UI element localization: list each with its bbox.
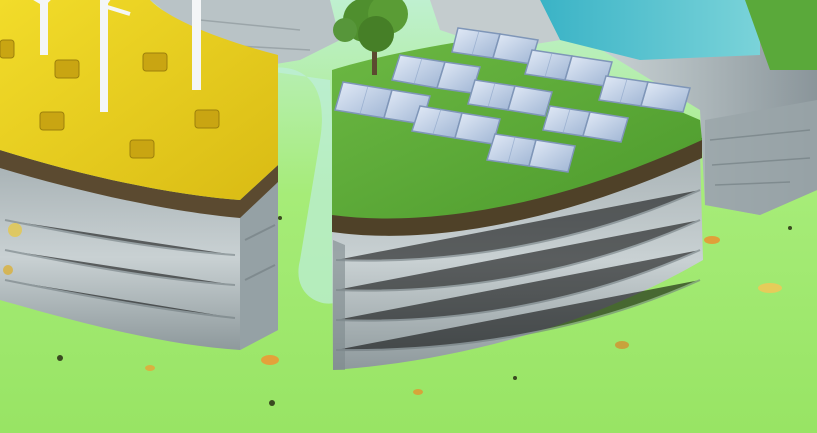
left-block-rapeseed-field: [0, 0, 278, 350]
wind-turbine-icon: [100, 0, 131, 112]
tree-icon: [333, 0, 408, 75]
wind-turbine-icon: [33, 0, 51, 55]
water-stream: [260, 67, 340, 304]
solar-panel-icon: [582, 111, 629, 143]
hay-bale-icon: [129, 139, 155, 159]
hay-bale-icon: [54, 59, 80, 79]
hay-bale-icon: [39, 111, 65, 131]
hay-bale-icon: [142, 52, 168, 72]
scattered-leaves: [57, 216, 792, 406]
solar-panel-icon: [507, 85, 553, 117]
wind-turbine-icon: [192, 0, 201, 90]
solar-panel-icon: [640, 81, 691, 113]
solar-panel-icon: [451, 27, 501, 59]
solar-panel-icon: [528, 139, 576, 173]
back-right-block: [520, 0, 817, 215]
hay-bale-icon: [0, 39, 15, 59]
hay-bale-icon: [194, 109, 220, 129]
solar-panel-array: [334, 27, 691, 173]
center-block-solar-field: [332, 0, 703, 370]
